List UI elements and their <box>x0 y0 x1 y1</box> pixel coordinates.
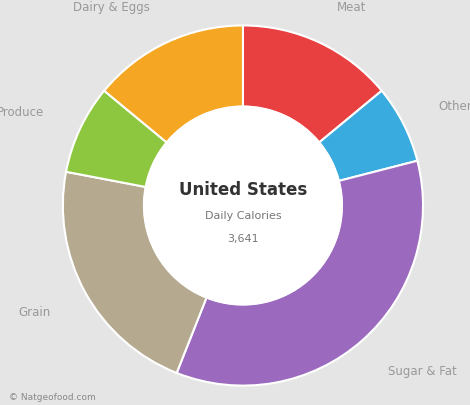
Text: Sugar & Fat: Sugar & Fat <box>388 364 457 377</box>
Circle shape <box>144 107 342 305</box>
Text: Meat: Meat <box>337 1 366 14</box>
Wedge shape <box>319 92 417 181</box>
Text: Produce: Produce <box>0 106 44 119</box>
Text: © Natgeofood.com: © Natgeofood.com <box>9 392 96 401</box>
Wedge shape <box>66 92 167 188</box>
Wedge shape <box>104 26 243 143</box>
Text: United States: United States <box>179 181 307 199</box>
Text: Daily Calories: Daily Calories <box>204 210 281 220</box>
Wedge shape <box>63 173 206 373</box>
Text: Other: Other <box>439 100 470 113</box>
Text: 3,641: 3,641 <box>227 233 259 243</box>
Wedge shape <box>177 161 423 386</box>
Text: Dairy & Eggs: Dairy & Eggs <box>72 1 149 14</box>
Wedge shape <box>243 26 382 143</box>
Text: Grain: Grain <box>18 305 50 318</box>
